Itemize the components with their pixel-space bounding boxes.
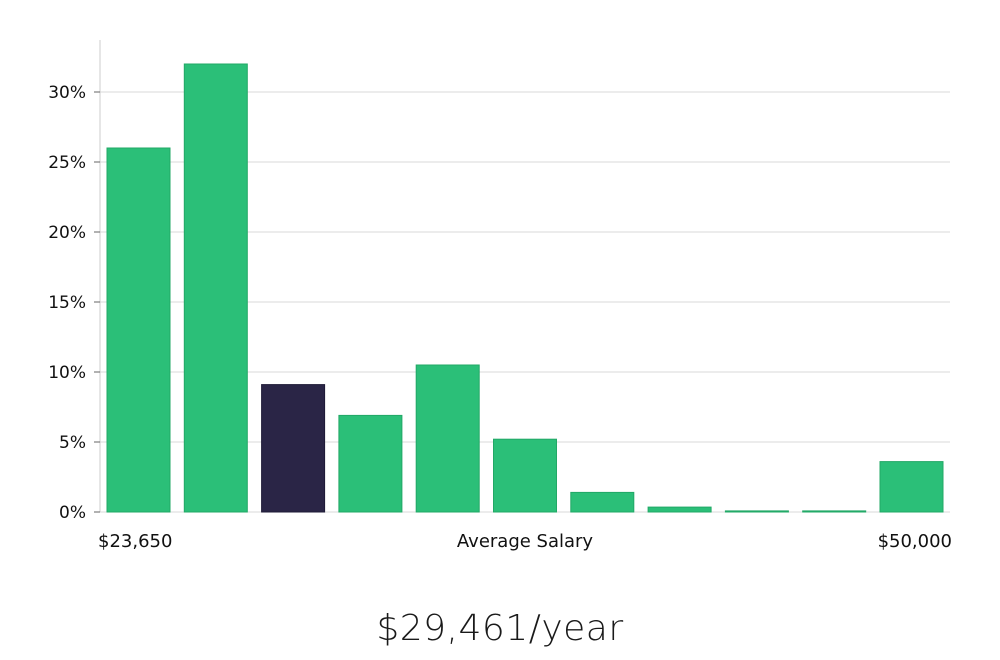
x-axis-max-label: $50,000 (878, 531, 952, 552)
bar (415, 364, 480, 513)
y-tick-label: 0% (59, 503, 86, 523)
bar-highlighted (261, 384, 326, 513)
y-tick-label: 10% (48, 363, 86, 383)
bar (570, 491, 635, 513)
bar (183, 63, 248, 513)
bar (802, 510, 867, 513)
y-tick-label: 5% (59, 433, 86, 453)
bar (106, 147, 171, 513)
bars (106, 63, 944, 513)
bar (493, 438, 557, 513)
y-tick-label: 15% (48, 293, 86, 313)
bar (724, 510, 789, 513)
x-axis-min-label: $23,650 (98, 531, 172, 552)
salary-histogram: 0% 5% 10% 15% 20% 25% 30% $23,650 Average Sala… (48, 40, 952, 552)
x-axis-title: Average Salary (457, 531, 594, 552)
y-tick-label: 20% (48, 223, 86, 243)
y-tick-label: 25% (48, 153, 86, 173)
average-salary-value: $29,461/year (376, 608, 624, 649)
bar (338, 414, 403, 513)
bar (647, 506, 712, 513)
y-tick-label: 30% (48, 83, 86, 103)
bar (879, 461, 944, 513)
y-axis-ticks: 0% 5% 10% 15% 20% 25% 30% (48, 83, 100, 523)
